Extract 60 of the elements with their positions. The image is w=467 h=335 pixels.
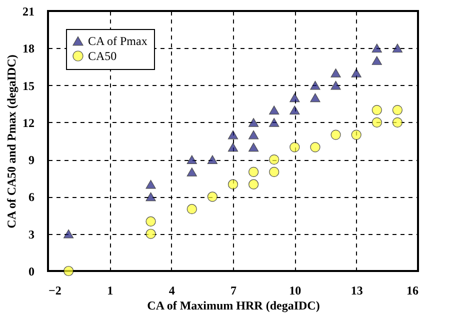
x-tick-label: 1 — [107, 284, 114, 298]
y-tick-label: 0 — [28, 264, 34, 278]
y-tick-label: 18 — [22, 42, 34, 56]
y-tick-label: 9 — [28, 153, 34, 168]
point — [290, 106, 300, 114]
point — [351, 130, 362, 140]
point — [269, 154, 280, 165]
x-axis-title: CA of Maximum HRR (degaIDC) — [147, 298, 320, 312]
point — [351, 68, 362, 78]
point — [64, 266, 74, 276]
y-tick-label: 3 — [28, 227, 34, 242]
y-tick-label: 6 — [28, 190, 34, 204]
point — [372, 105, 382, 116]
y-tick-label: 21 — [22, 4, 34, 18]
point — [310, 93, 320, 102]
point — [392, 105, 402, 116]
point — [248, 130, 259, 140]
point — [146, 180, 156, 189]
point — [64, 229, 74, 238]
point — [228, 142, 238, 152]
point — [248, 142, 259, 152]
x-tick-label: 13 — [350, 284, 363, 298]
point — [372, 56, 382, 65]
point — [392, 44, 402, 53]
point — [186, 155, 197, 164]
point — [146, 192, 156, 202]
point — [248, 166, 259, 177]
y-axis-title: CA of CA50 and Pmax (degaIDC) — [4, 54, 18, 228]
x-tick-label: 10 — [289, 284, 302, 298]
point — [392, 117, 402, 128]
point — [330, 130, 341, 140]
x-tick-label: −2 — [48, 284, 62, 298]
x-tick-label: 16 — [406, 284, 418, 298]
y-tick-label: 12 — [22, 116, 34, 130]
point — [290, 142, 300, 152]
point — [372, 117, 382, 128]
point — [207, 155, 218, 164]
point — [372, 44, 382, 53]
point — [146, 228, 156, 239]
point — [269, 166, 280, 177]
point — [330, 68, 341, 78]
legend-label: CA50 — [88, 49, 117, 63]
x-tick-label: 7 — [230, 284, 236, 298]
point — [207, 192, 218, 202]
point — [248, 118, 259, 127]
point — [186, 204, 197, 214]
point — [269, 106, 280, 114]
point — [330, 80, 341, 90]
point — [186, 168, 197, 176]
point — [310, 142, 320, 152]
legend-label: CA of Pmax — [88, 34, 148, 48]
point — [310, 80, 320, 90]
point — [290, 93, 300, 102]
x-tick-label: 4 — [168, 284, 175, 298]
point — [228, 130, 238, 140]
point — [228, 179, 238, 190]
point — [146, 216, 156, 227]
y-tick-label: 15 — [22, 78, 34, 93]
point — [269, 118, 280, 127]
point — [248, 179, 259, 190]
